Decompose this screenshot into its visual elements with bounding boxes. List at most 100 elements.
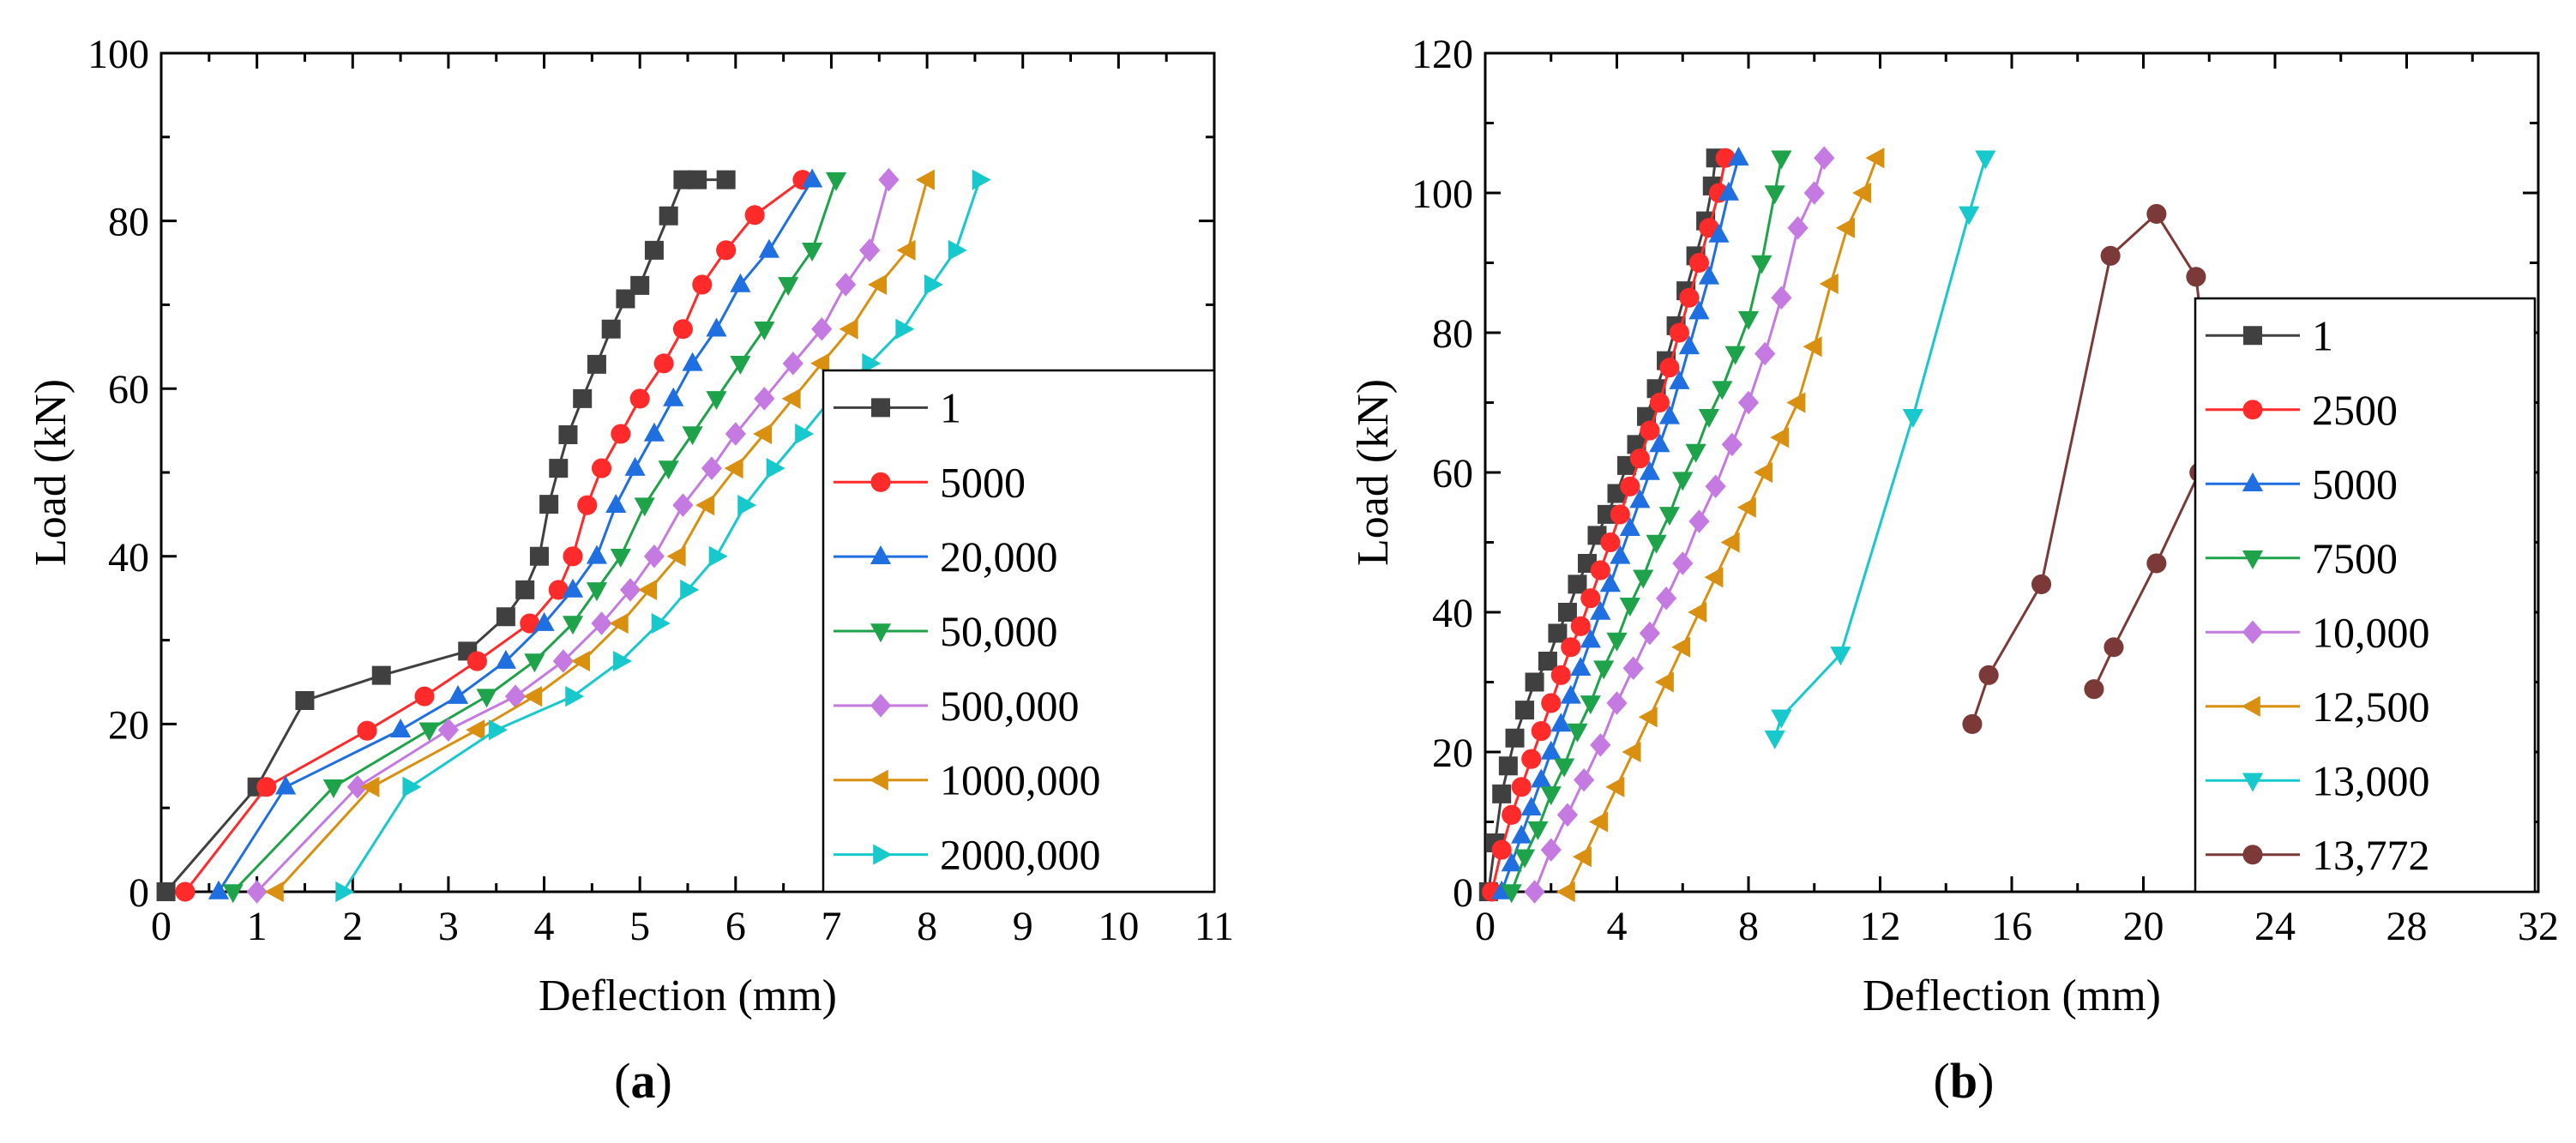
- data-point: [1557, 603, 1577, 622]
- data-point: [643, 544, 665, 568]
- legend-item: 10,000: [2206, 608, 2430, 656]
- data-point: [1640, 420, 1660, 441]
- data-point: [737, 495, 757, 516]
- data-point: [1501, 884, 1522, 904]
- legend-label: 5000: [940, 458, 1026, 506]
- data-point: [972, 169, 991, 190]
- data-point: [1540, 838, 1562, 862]
- y-tick-label: 40: [1432, 591, 1473, 636]
- y-tick-label: 80: [108, 200, 149, 245]
- legend-label: 13,000: [2312, 756, 2430, 804]
- data-point: [688, 170, 707, 189]
- data-point: [1605, 776, 1625, 797]
- legend-swatch-marker: [871, 398, 890, 418]
- chart-panel-a: 0 1 2 3 4 5 6 7 8 9 10 11 0 20 40 60 80 100 Deflection (m…: [27, 32, 1234, 1109]
- data-point: [1580, 588, 1601, 609]
- legend-label: 500,000: [940, 682, 1080, 730]
- data-point: [730, 356, 751, 376]
- data-point: [418, 722, 440, 742]
- series-5000: [1491, 147, 1749, 899]
- data-point: [1770, 427, 1790, 448]
- legend-item: 2500: [2206, 386, 2398, 434]
- data-point: [2084, 679, 2104, 700]
- data-point: [488, 719, 508, 741]
- x-tick-label: 0: [1475, 904, 1496, 949]
- data-point: [1619, 598, 1640, 617]
- data-point: [724, 458, 743, 479]
- series-2500: [1482, 147, 1736, 902]
- x-tick-label: 6: [725, 904, 746, 949]
- data-point: [862, 352, 882, 374]
- data-point: [322, 779, 345, 798]
- data-point: [1712, 381, 1733, 400]
- data-point: [782, 352, 803, 376]
- x-tick-label: 7: [821, 904, 841, 949]
- data-point: [1548, 623, 1568, 643]
- data-point: [1538, 652, 1557, 671]
- data-point: [496, 607, 515, 627]
- data-point: [466, 719, 485, 741]
- axis-ticks: 0 4 8 12 16 20 24 28 32 0 20 40 60 80 100 120: [1411, 32, 2559, 949]
- data-point: [586, 582, 608, 602]
- series-20,000: [208, 168, 823, 899]
- x-tick-label: 20: [2123, 904, 2164, 949]
- x-tick-label: 1: [247, 904, 268, 949]
- y-tick-label: 100: [87, 32, 149, 77]
- legend: 1 2500 5000 7500 10,000 12,500 13,000 13,772: [2194, 297, 2537, 893]
- data-point: [1708, 223, 1730, 243]
- data-point: [1771, 286, 1792, 310]
- legend-label: 20,000: [940, 532, 1058, 581]
- data-point: [1787, 216, 1809, 240]
- data-point: [706, 317, 727, 337]
- data-point: [515, 580, 535, 599]
- data-point: [1590, 600, 1611, 620]
- series-7500: [1501, 150, 1792, 904]
- data-point: [1737, 390, 1760, 415]
- legend-label: 2000,000: [940, 831, 1101, 879]
- legend-item: 7500: [2206, 534, 2398, 582]
- data-point: [246, 880, 268, 904]
- data-point: [1646, 534, 1667, 554]
- data-point: [208, 880, 230, 899]
- data-point: [1902, 409, 1923, 428]
- data-point: [562, 578, 584, 598]
- series-5000: [175, 170, 813, 902]
- data-point: [1589, 811, 1609, 833]
- data-point: [1570, 657, 1592, 676]
- data-point: [548, 580, 569, 600]
- data-point: [1572, 846, 1592, 868]
- data-point: [1819, 273, 1839, 295]
- data-point: [1633, 569, 1654, 589]
- data-point: [825, 171, 847, 191]
- data-point: [1599, 573, 1621, 593]
- data-point: [1492, 784, 1512, 803]
- data-point: [624, 456, 646, 476]
- legend-item: 20,000: [834, 532, 1058, 581]
- x-tick-label: 12: [1860, 904, 1901, 949]
- data-point: [643, 422, 665, 442]
- x-tick-label: 32: [2518, 904, 2559, 949]
- legend-swatch-marker: [2242, 400, 2263, 420]
- data-point: [672, 319, 693, 340]
- series-layer: [1478, 146, 2219, 904]
- legend-item: 5000: [834, 458, 1026, 506]
- legend-label: 10,000: [2312, 608, 2430, 656]
- legend-item: 50,000: [834, 607, 1058, 655]
- data-point: [839, 318, 858, 340]
- data-point: [1671, 636, 1691, 658]
- legend: 1 5000 20,000 50,000 500,000 1000,000 2000,000: [822, 369, 1216, 893]
- y-tick-label: 0: [1453, 870, 1473, 916]
- series-500,000: [246, 167, 900, 904]
- axis-ticks: 0 1 2 3 4 5 6 7 8 9 10 11 0 20 40 60 80 100: [87, 32, 1234, 949]
- data-point: [1720, 532, 1740, 553]
- data-point: [605, 493, 627, 513]
- data-point: [1649, 392, 1670, 413]
- data-point: [295, 691, 315, 711]
- data-point: [1638, 707, 1658, 728]
- data-point: [1688, 252, 1709, 274]
- data-point: [1736, 496, 1756, 518]
- data-point: [1554, 758, 1575, 778]
- data-point: [1737, 310, 1760, 330]
